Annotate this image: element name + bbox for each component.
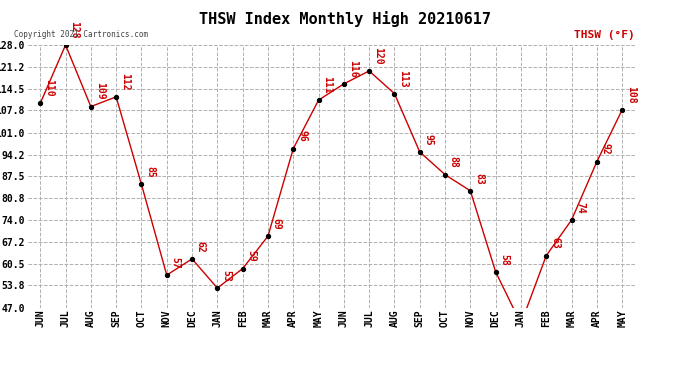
Point [237,266,248,272]
Text: 111: 111 [322,76,333,94]
Point [338,81,349,87]
Text: 42: 42 [0,374,1,375]
Point [541,253,552,259]
Text: THSW (°F): THSW (°F) [574,30,635,40]
Text: 110: 110 [44,79,54,97]
Point [262,233,273,239]
Text: 95: 95 [424,134,433,146]
Point [465,188,476,194]
Point [414,149,425,155]
Text: 83: 83 [474,172,484,184]
Text: THSW Index Monthly High 20210617: THSW Index Monthly High 20210617 [199,11,491,27]
Point [313,97,324,103]
Text: 96: 96 [297,130,307,142]
Text: 63: 63 [550,237,560,249]
Text: 74: 74 [575,202,585,213]
Text: 59: 59 [246,251,257,262]
Point [440,172,451,178]
Text: 112: 112 [120,73,130,90]
Text: 62: 62 [196,241,206,252]
Text: 128: 128 [69,21,79,39]
Point [110,94,121,100]
Point [161,272,172,278]
Text: 113: 113 [398,69,408,87]
Text: 92: 92 [600,143,611,155]
Text: 109: 109 [95,82,105,100]
Point [591,159,602,165]
Point [86,104,97,110]
Point [515,321,526,327]
Point [34,100,46,106]
Point [389,91,400,97]
Point [364,68,375,74]
Point [617,107,628,113]
Text: 53: 53 [221,270,231,282]
Text: 120: 120 [373,47,383,64]
Text: Copyright 2021 Cartronics.com: Copyright 2021 Cartronics.com [14,30,148,39]
Point [60,42,71,48]
Point [186,256,197,262]
Point [136,182,147,188]
Text: 69: 69 [272,218,282,230]
Text: 116: 116 [348,60,357,77]
Point [566,217,577,223]
Text: 108: 108 [626,86,636,104]
Point [288,146,299,152]
Text: 88: 88 [448,156,459,168]
Text: 57: 57 [170,257,181,268]
Point [212,285,223,291]
Point [490,269,501,275]
Text: 85: 85 [146,166,155,178]
Text: 58: 58 [500,254,509,266]
